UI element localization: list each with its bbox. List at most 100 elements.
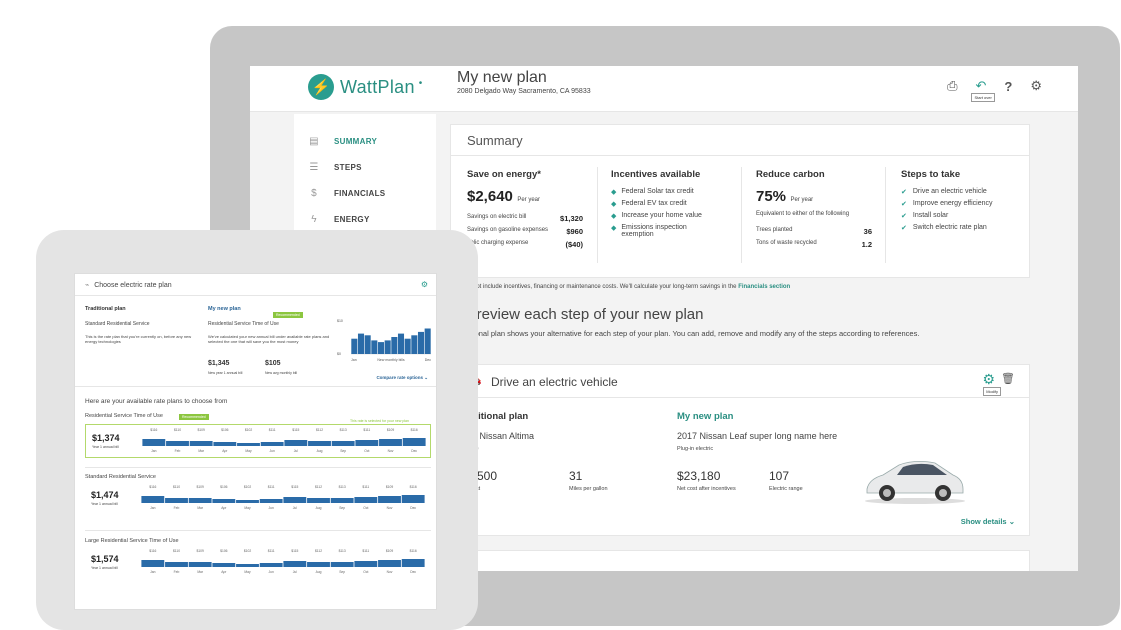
rate-plan-card[interactable]: $1,474 Year 1 annual bill $116 Jan $110 Feb… [85, 482, 431, 516]
sidebar-item-energy[interactable]: ϟ ENERGY [294, 208, 436, 230]
clipboard-icon: ▤ [309, 135, 319, 147]
incentive-item: ◆ Federal EV tax credit [611, 200, 687, 208]
month-label: Oct [363, 506, 368, 510]
bill-bar-dec [401, 495, 425, 503]
bill-bar-dec [401, 559, 425, 567]
print-icon[interactable]: ⎙ [947, 78, 958, 93]
bill-bar-mar [189, 441, 213, 446]
y-tick-top: $10 [337, 319, 343, 323]
traditional-heading: aditional plan [467, 411, 529, 422]
bill-bar-jan [142, 439, 166, 446]
rate-plan-title: Choose electric rate plan [94, 281, 172, 289]
bill-label: $106 [220, 549, 228, 553]
bar-aug [397, 333, 405, 354]
bill-bar-jan [141, 560, 165, 567]
bill-bar-sep [330, 498, 354, 503]
bill-bar-feb [166, 441, 189, 446]
x-axis-label: New monthly bills [377, 358, 404, 362]
month-label: Oct [364, 449, 369, 453]
incentive-item: ◆ Federal Solar tax credit [611, 188, 694, 196]
bill-bar-feb [165, 562, 188, 567]
bill-label: $113 [340, 428, 347, 432]
month-label: Apr [221, 570, 227, 574]
rate-plan-card[interactable]: $1,574 Year 1 annual bill $116 Jan $110 Feb… [85, 546, 431, 580]
bill-label: $116 [149, 485, 156, 489]
bill-bar-oct [355, 440, 379, 446]
bar-jun [384, 340, 391, 354]
undo-tooltip: Start over [971, 93, 995, 102]
bill-label: $112 [316, 428, 323, 432]
bill-label: $109 [196, 549, 204, 553]
y-tick-bottom: $0 [337, 352, 341, 356]
sidebar-item-financials[interactable]: $ FINANCIALS [294, 182, 436, 204]
month-label: Dec [410, 506, 416, 510]
bill-label: $111 [362, 485, 369, 489]
bill-bar-apr [213, 442, 237, 446]
bill-label: $116 [411, 428, 418, 432]
month-label: May [244, 570, 251, 574]
bill-bar-may [236, 500, 259, 503]
check-icon: ✔ [901, 213, 907, 220]
rate-plan-card[interactable]: $1,374 Year 1 annual bill $116 Jan $110 Feb… [85, 424, 431, 458]
month-label: Feb [175, 449, 181, 453]
plan-bill-bars: $116 Jan $110 Feb $109 Mar $106 Apr $102 May $111 J… [141, 549, 425, 574]
save-row: Savings on gasoline expenses $960 [467, 227, 583, 236]
month-label: Mar [197, 506, 204, 510]
financials-link[interactable]: Financials section [738, 284, 791, 290]
month-label: Feb [174, 506, 180, 510]
bill-bar-may [236, 564, 259, 567]
bill-label: $111 [363, 428, 370, 432]
traditional-mpg-label: Miles per gallon [569, 486, 608, 492]
undo-icon[interactable]: ↶ Start over [971, 78, 995, 102]
dollar-icon: $ [311, 187, 317, 199]
sidebar-item-summary[interactable]: ▤ SUMMARY [294, 130, 436, 152]
bill-label: $113 [339, 485, 346, 489]
save-column: Save on energy* $2,640 Per year Savings … [467, 169, 583, 249]
month-label: Mar [197, 570, 204, 574]
save-row: ublic charging expense ($40) [467, 240, 583, 249]
steps-heading: Steps to take [901, 169, 961, 180]
compare-rate-options-link[interactable]: Compare rate options ⌄ [376, 375, 428, 380]
bill-label: $109 [387, 428, 395, 432]
bill-bar-oct [354, 561, 378, 567]
bill-label: $111 [268, 485, 275, 489]
month-label: May [244, 506, 251, 510]
carbon-heading: Reduce carbon [756, 169, 825, 180]
help-icon[interactable]: ? [1004, 78, 1013, 94]
gear-icon[interactable]: ⚙ [1030, 78, 1042, 93]
month-label: Jun [269, 570, 274, 574]
bill-bar-aug [308, 441, 331, 446]
gear-icon[interactable]: ⚙ [420, 280, 428, 289]
new-plan-heading: My new plan [208, 306, 241, 312]
chevron-down-icon: ⌄ [1008, 517, 1015, 526]
month-label: Jun [269, 506, 274, 510]
new-annual-label: New year 1 annual bill [208, 371, 243, 375]
sidebar-item-label: SUMMARY [334, 136, 378, 146]
show-details-link[interactable]: Show details ⌄ [960, 517, 1015, 526]
recommended-badge: Recommended [179, 414, 209, 420]
gear-icon[interactable]: ⚙ [982, 371, 995, 387]
plan-title: My new plan [457, 69, 547, 86]
new-monthly: $105 [265, 360, 281, 367]
recommended-badge: Recommended [273, 312, 303, 318]
ev-step-card: 🚗 Drive an electric vehicle ⚙ 🗑 Modify a… [450, 364, 1030, 536]
leaf-icon: ◆ [611, 189, 617, 196]
bill-label: $111 [269, 428, 276, 432]
trash-icon[interactable]: 🗑 [1001, 373, 1015, 385]
logo[interactable]: ⚡ WattPlan • [308, 74, 422, 100]
plug-icon: ⌁ [85, 282, 90, 289]
sidebar-item-label: FINANCIALS [334, 188, 386, 198]
incentive-item: ◆ Emissions inspection exemption [611, 224, 687, 238]
new-plan-desc: We've calculated your new annual bill un… [208, 334, 330, 345]
bar-nov [417, 331, 425, 354]
car-image [865, 461, 965, 504]
bill-bar-jul [283, 497, 307, 503]
new-plan-cost-label: Net cost after incentives [677, 486, 736, 492]
bill-bar-feb [165, 498, 188, 503]
sidebar-item-steps[interactable]: ☰ STEPS [294, 156, 436, 178]
summary-card: Summary Save on energy* $2,640 Per year … [450, 124, 1030, 278]
bill-label: $106 [220, 485, 228, 489]
new-annual: $1,345 [208, 360, 230, 367]
carbon-column: Reduce carbon 75% Per year Equivalent to… [756, 169, 872, 249]
bill-label: $110 [174, 428, 181, 432]
